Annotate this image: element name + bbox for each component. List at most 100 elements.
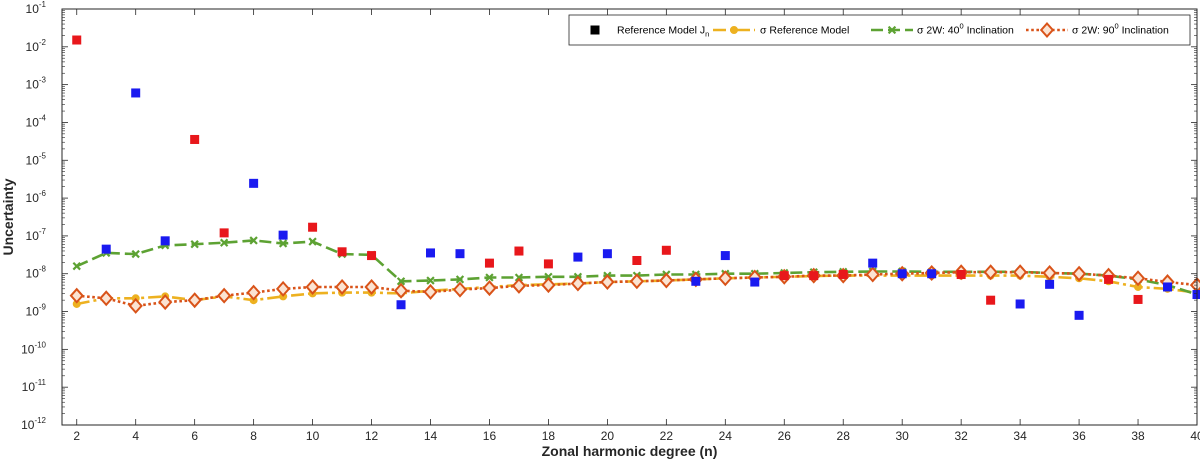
sigma-90-point [305, 278, 320, 295]
reference-jn-positive-point [956, 269, 966, 279]
reference-jn-positive-point [779, 271, 789, 281]
reference-jn-negative-point [396, 300, 406, 310]
sigma-90-point [452, 281, 468, 298]
y-tick-label: 10-1 [26, 0, 47, 16]
x-axis-title: Zonal harmonic degree (n) [542, 443, 718, 459]
x-tick-label: 32 [954, 429, 968, 443]
legend: Reference Model Jn σ Reference Model σ 2… [568, 14, 1191, 46]
y-tick-label: 10-3 [26, 76, 47, 92]
reference-jn-positive-point [514, 246, 524, 256]
legend-entry-sigma-90: σ 2W: 900 Inclination [1072, 22, 1169, 37]
sigma-40-point [131, 249, 140, 259]
sigma-40-point [219, 238, 229, 247]
reference-jn-positive-point [337, 247, 347, 257]
sigma-90-point [718, 270, 733, 287]
sigma-40-point [249, 236, 258, 245]
sigma-40-point [308, 237, 317, 246]
sigma-90-point [1012, 264, 1028, 281]
reference-jn-positive-point [1104, 274, 1114, 284]
reference-jn-negative-point [101, 244, 111, 254]
legend-sample-reference-jn [590, 25, 600, 35]
sigma-40-point [190, 240, 199, 249]
legend-sample-sigma-reference-marker [730, 25, 739, 34]
sigma-90-point [393, 282, 409, 299]
reference-jn-positive-point [190, 134, 200, 144]
sigma-90-point [1042, 264, 1057, 281]
sigma-90-point [983, 264, 998, 281]
reference-jn-negative-point [455, 249, 465, 259]
sigma-40-point [544, 272, 553, 281]
reference-jn-negative-point [602, 249, 612, 259]
y-tick-label: 10-8 [26, 265, 47, 281]
x-tick-label: 12 [365, 429, 379, 443]
y-tick-label: 10-4 [26, 113, 47, 129]
y-tick-label: 10-2 [26, 38, 47, 54]
reference-jn-positive-point [72, 35, 82, 45]
y-tick-label: 10-9 [26, 303, 47, 319]
sigma-40-point [396, 277, 406, 286]
sigma-90-point [570, 275, 586, 292]
x-tick-label: 22 [660, 429, 674, 443]
x-tick-label: 28 [837, 429, 851, 443]
legend-entry-reference-jn: Reference Model Jn [617, 25, 709, 39]
sigma-40-point [455, 275, 465, 284]
reference-jn-negative-point [249, 178, 259, 188]
x-tick-label: 8 [250, 429, 257, 443]
x-tick-label: 10 [306, 429, 320, 443]
y-tick-label: 10-11 [22, 378, 47, 394]
reference-jn-positive-point [661, 245, 671, 255]
y-tick-label: 10-7 [26, 227, 47, 243]
sigma-90-point [128, 297, 143, 314]
legend-sample-sigma-90-marker [1039, 21, 1055, 39]
x-tick-label: 16 [483, 429, 497, 443]
x-tick-label: 24 [719, 429, 733, 443]
x-tick-label: 18 [542, 429, 556, 443]
reference-jn-positive-point [543, 259, 553, 269]
x-tick-label: 4 [132, 429, 139, 443]
sigma-90-point [659, 272, 674, 289]
y-tick-label: 10-10 [21, 340, 46, 356]
y-tick-label: 10-6 [26, 189, 47, 205]
x-tick-label: 34 [1013, 429, 1027, 443]
sigma-90-point [541, 277, 556, 294]
sigma-40-line [76, 239, 1198, 296]
x-tick-label: 20 [601, 429, 615, 443]
legend-entry-sigma-40: σ 2W: 400 Inclination [917, 22, 1014, 37]
x-tick-label: 2 [73, 429, 80, 443]
reference-jn-positive-point [308, 222, 318, 232]
x-tick-label: 38 [1131, 429, 1145, 443]
sigma-90-point [1130, 270, 1146, 287]
legend-entry-sigma-reference: σ Reference Model [760, 25, 849, 37]
reference-jn-negative-point [426, 248, 436, 258]
reference-jn-positive-point [986, 295, 996, 305]
sigma-90-point [482, 280, 497, 297]
reference-jn-positive-point [809, 271, 819, 281]
reference-jn-negative-point [160, 236, 170, 246]
reference-jn-negative-point [1015, 299, 1025, 309]
reference-jn-negative-point [1192, 290, 1200, 300]
sigma-90-point [423, 283, 438, 300]
sigma-90-point [364, 278, 379, 295]
sigma-90-point [158, 294, 173, 311]
legend-sample-sigma-40-marker [887, 25, 897, 35]
x-tick-label: 36 [1072, 429, 1086, 443]
reference-jn-negative-point [868, 258, 878, 268]
x-tick-label: 14 [424, 429, 438, 443]
reference-jn-negative-point [927, 269, 937, 279]
sigma-40-point [514, 273, 524, 282]
reference-jn-positive-point [367, 251, 377, 261]
sigma-90-point [275, 280, 291, 297]
sigma-90-point [600, 274, 615, 291]
reference-jn-positive-point [1133, 294, 1143, 304]
plot-frame [61, 8, 1198, 426]
sigma-90-point [217, 287, 232, 304]
y-axis-title: Uncertainty [0, 178, 16, 255]
x-tick-label: 26 [778, 429, 792, 443]
x-tick-label: 30 [896, 429, 910, 443]
sigma-90-point [865, 266, 880, 283]
y-tick-label: 10-5 [26, 151, 47, 167]
plot-background [62, 9, 1197, 425]
sigma-90-point [334, 278, 350, 295]
sigma-40-point [485, 273, 494, 282]
